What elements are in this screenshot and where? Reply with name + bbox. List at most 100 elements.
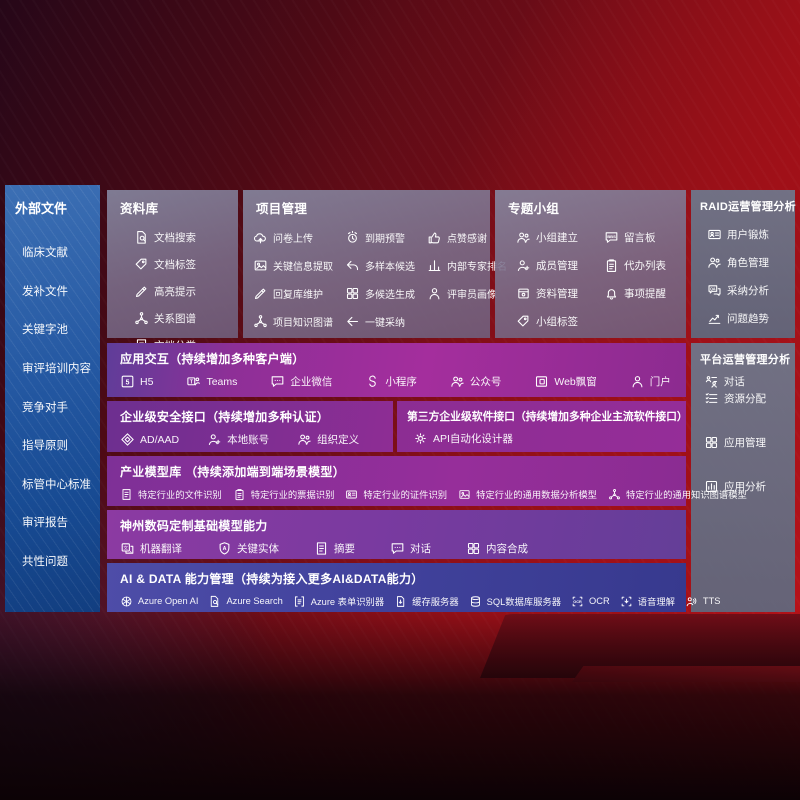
feature-item[interactable]: 特定行业的通用数据分析模型 — [458, 487, 597, 501]
sidebar-item[interactable]: 标管中心标准 — [22, 478, 91, 491]
feature-item[interactable]: 特定行业的通用知识图谱模型 — [608, 487, 747, 501]
feature-item[interactable]: 代办列表 — [604, 258, 666, 273]
feature-label: 评审员画像 — [447, 290, 497, 301]
feature-item[interactable]: 特定行业的票据识别 — [233, 487, 335, 501]
feature-item[interactable]: 点赞感谢 — [427, 230, 507, 245]
feature-item[interactable]: 用户锻炼 — [707, 227, 795, 242]
feature-label: 应用分析 — [724, 481, 766, 493]
sidebar-item[interactable]: 指导原则 — [22, 440, 68, 453]
feature-item[interactable]: 语音理解 — [620, 594, 675, 608]
sidebar-item[interactable]: 审评报告 — [22, 517, 68, 530]
feature-label: 特定行业的票据识别 — [250, 490, 335, 500]
feature-item[interactable]: 成员管理 — [516, 258, 578, 273]
feature-item[interactable]: 摘要 — [314, 541, 355, 556]
feature-item[interactable]: 问卷上传 — [253, 230, 333, 245]
feature-item[interactable]: TTS — [685, 595, 720, 608]
feature-item[interactable]: 本地账号 — [207, 432, 269, 447]
feature-item[interactable]: 小程序 — [365, 374, 417, 389]
feature-item[interactable]: 门户 — [630, 374, 671, 389]
feature-item[interactable]: 高亮提示 — [134, 284, 238, 299]
feature-item[interactable]: 应用管理 — [704, 435, 795, 450]
dialog-icon — [704, 374, 719, 389]
azure-search-icon — [208, 595, 221, 608]
feature-label: Web飘窗 — [554, 376, 597, 388]
feature-item[interactable]: 对话 — [704, 374, 745, 389]
feature-item[interactable]: 资源分配 — [704, 391, 795, 406]
feature-label: Azure Search — [226, 596, 283, 606]
feature-item[interactable]: OCR OCR — [571, 595, 610, 608]
feature-item[interactable]: 关键信息提取 — [253, 258, 333, 273]
feature-item[interactable]: 小组建立 — [516, 230, 578, 245]
official-account-icon — [450, 374, 465, 389]
feature-item[interactable]: QA 采纳分析 — [707, 283, 795, 298]
security-items: AD/AAD 本地账号 组织定义 — [107, 425, 393, 447]
feature-item[interactable]: Azure Open AI — [120, 595, 198, 608]
interaction-items: 5 H5 T Teams 企业微信 小程序 公众号 Web飘窗 — [107, 367, 745, 389]
feature-item[interactable]: A 关键实体 — [217, 541, 279, 556]
feature-item[interactable]: 项目知识图谱 — [253, 314, 333, 329]
feature-item[interactable]: Azure Search — [208, 595, 283, 608]
feature-label: 问卷上传 — [273, 234, 313, 245]
svg-text:QA: QA — [710, 287, 716, 291]
feature-label: 多候选生成 — [365, 290, 415, 301]
feature-item[interactable]: 内部专家排名 — [427, 258, 507, 273]
models-title: 产业模型库 （持续添加端到端场景模型） — [120, 465, 346, 479]
feature-item[interactable]: 组织定义 — [297, 432, 359, 447]
app-manage-icon — [704, 435, 719, 450]
wecom-icon — [270, 374, 285, 389]
feature-item[interactable]: 特定行业的文件识别 — [120, 487, 222, 501]
feature-item[interactable]: 关系图谱 — [134, 311, 238, 326]
feature-item[interactable]: API自动化设计器 — [413, 431, 513, 446]
feature-item[interactable]: T Teams — [186, 374, 237, 389]
sidebar-item[interactable]: 竞争对手 — [22, 401, 68, 414]
feature-label: 缓存服务器 — [412, 597, 459, 607]
feature-item[interactable]: Web飘窗 — [534, 374, 597, 389]
feature-item[interactable]: 一键采纳 — [345, 314, 415, 329]
feature-item[interactable]: 对话 — [390, 541, 431, 556]
feature-item[interactable]: 多样本候选 — [345, 258, 415, 273]
feature-item[interactable]: 评审员画像 — [427, 286, 507, 301]
feature-label: 成员管理 — [536, 260, 578, 272]
feature-item[interactable]: Azure 表单识别器 — [293, 594, 384, 608]
sidebar-item[interactable]: 审评培训内容 — [22, 363, 91, 376]
feature-item[interactable]: SQL数据库服务器 — [469, 594, 561, 608]
feature-label: 对话 — [410, 543, 431, 555]
feature-label: 特定行业的文件识别 — [138, 490, 222, 500]
feature-item[interactable]: 资料管理 — [516, 286, 578, 301]
feature-item[interactable]: 事项提醒 — [604, 286, 666, 301]
cache-server-icon — [394, 595, 407, 608]
feature-item[interactable]: 文档搜索 — [134, 230, 238, 245]
bbs-icon: BBS — [604, 230, 619, 245]
sidebar-item[interactable]: 共性问题 — [22, 556, 68, 569]
feature-label: 一键采纳 — [365, 318, 405, 329]
feature-item[interactable]: 公众号 — [450, 374, 501, 389]
feature-item[interactable]: 企业微信 — [270, 374, 332, 389]
feature-item[interactable]: 小组标签 — [516, 314, 578, 329]
feature-item[interactable]: 5 H5 — [120, 374, 153, 389]
sidebar-item[interactable]: 临床文献 — [22, 247, 68, 260]
sidebar-item[interactable]: 发补文件 — [22, 285, 68, 298]
feature-item[interactable]: AD/AAD — [120, 432, 179, 447]
feature-item[interactable]: 问题趋势 — [707, 311, 795, 326]
feature-item[interactable]: BBS 留言板 — [604, 230, 666, 245]
ocr-icon: OCR — [571, 595, 584, 608]
feature-item[interactable]: 多候选生成 — [345, 286, 415, 301]
feature-item[interactable]: 文档标签 — [134, 257, 238, 272]
feature-item[interactable]: 应用分析 — [704, 479, 795, 494]
key-info-extract-icon — [253, 258, 268, 273]
feature-item[interactable]: 到期预警 — [345, 230, 415, 245]
sidebar-item[interactable]: 关键字池 — [22, 324, 68, 337]
feature-item[interactable]: 回复库维护 — [253, 286, 333, 301]
basemodels-title: 神州数码定制基础模型能力 — [120, 519, 268, 533]
feature-label: 用户锻炼 — [727, 229, 769, 241]
feature-item[interactable]: 内容合成 — [466, 541, 528, 556]
feature-label: 项目知识图谱 — [273, 318, 333, 329]
feature-label: 内部专家排名 — [447, 262, 507, 273]
feature-item[interactable]: 特定行业的证件识别 — [345, 487, 447, 501]
feature-item[interactable]: 角色管理 — [707, 255, 795, 270]
feature-label: Teams — [206, 375, 238, 388]
feature-item[interactable]: 缓存服务器 — [394, 594, 459, 608]
feature-label: 小组建立 — [536, 232, 578, 244]
multi-candidate-icon — [345, 286, 360, 301]
